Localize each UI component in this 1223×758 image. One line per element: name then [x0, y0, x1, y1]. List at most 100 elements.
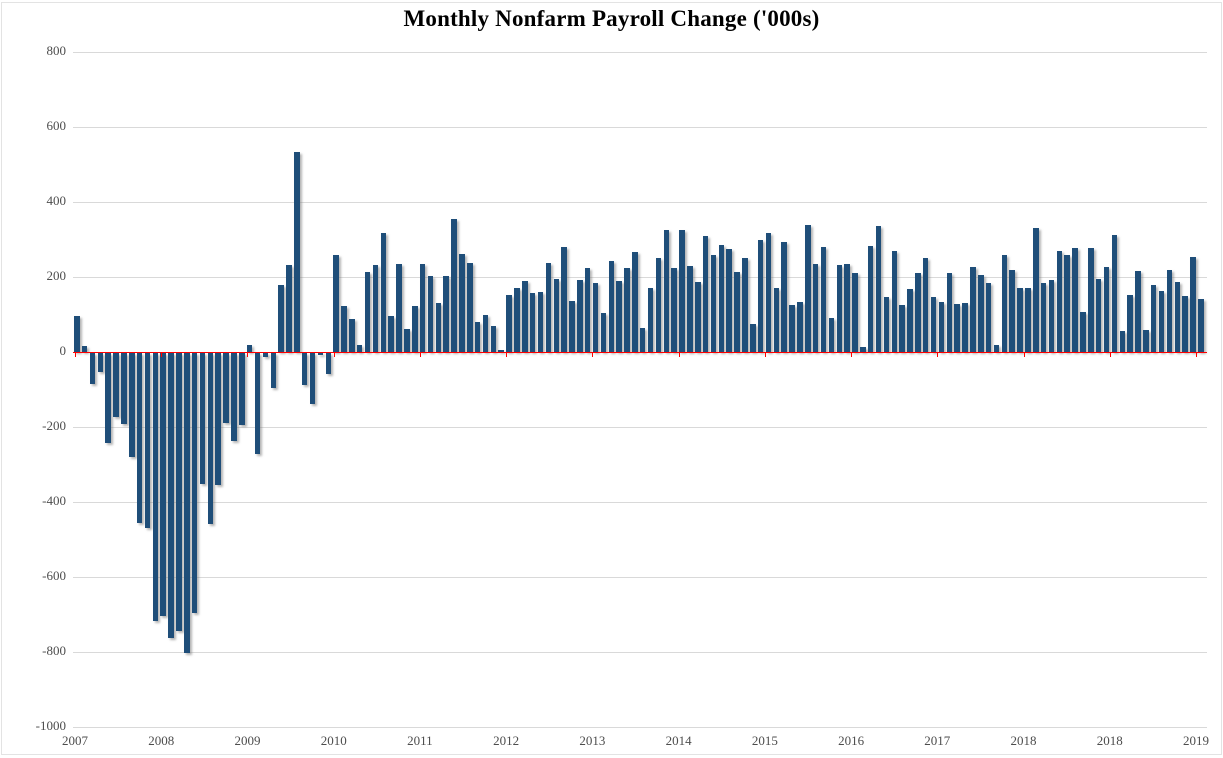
bars-layer	[74, 52, 1206, 727]
bar	[844, 263, 850, 352]
bar	[962, 302, 968, 352]
bar	[191, 353, 198, 613]
y-tick-label: 400	[46, 193, 67, 208]
bar	[270, 353, 277, 388]
bar	[427, 275, 434, 352]
gridline	[73, 202, 1207, 203]
bar	[1111, 235, 1118, 352]
bar	[498, 350, 504, 352]
bar	[812, 264, 819, 352]
bar	[81, 346, 88, 352]
bar	[1088, 248, 1094, 352]
bar	[317, 353, 324, 355]
bar	[1048, 280, 1055, 352]
bar	[467, 262, 473, 352]
bar	[168, 353, 174, 638]
bar	[993, 344, 1000, 352]
bar	[789, 305, 795, 352]
bar	[616, 280, 622, 352]
bar	[742, 258, 748, 352]
bar	[1190, 256, 1196, 352]
bar	[655, 257, 662, 352]
bar	[97, 353, 104, 372]
bar	[388, 316, 394, 352]
bar	[867, 245, 874, 352]
bar	[207, 353, 214, 524]
bar	[805, 224, 811, 352]
x-tick-label: 2016	[838, 733, 865, 748]
zero-axis-year-tick	[333, 352, 335, 357]
bar	[1040, 283, 1047, 352]
zero-axis-year-tick	[75, 352, 76, 357]
bar	[561, 247, 567, 352]
bar	[152, 353, 159, 622]
bar	[687, 265, 693, 352]
bar	[451, 218, 457, 352]
bar	[529, 292, 536, 352]
bar	[852, 272, 858, 352]
bar	[372, 264, 379, 352]
bar	[938, 302, 945, 352]
bar	[223, 353, 229, 423]
bar	[325, 353, 332, 375]
bar	[396, 263, 402, 352]
plot-area	[73, 52, 1207, 728]
bar	[930, 296, 937, 352]
bar	[702, 235, 709, 352]
bar	[490, 326, 497, 352]
bar	[1150, 284, 1157, 352]
bar	[985, 282, 992, 352]
y-tick-label: -800	[42, 643, 66, 658]
bar	[836, 265, 843, 352]
y-tick-label: -400	[42, 493, 66, 508]
x-tick-label: 2018	[1010, 733, 1037, 748]
bar	[899, 305, 905, 352]
bar	[514, 287, 520, 352]
bar	[765, 232, 772, 352]
bar	[176, 353, 182, 631]
x-tick-label: 2011	[407, 733, 433, 748]
bar	[679, 229, 685, 352]
zero-axis-year-tick	[1195, 352, 1197, 357]
x-tick-label: 2010	[320, 733, 347, 748]
bar	[970, 266, 976, 352]
bar	[184, 353, 190, 653]
bar	[946, 272, 953, 352]
bar	[726, 248, 732, 352]
x-tick-label: 2008	[148, 733, 175, 748]
bar	[364, 272, 371, 352]
bar	[718, 245, 725, 352]
bar	[380, 232, 387, 352]
x-tick-label: 2018	[1096, 733, 1123, 748]
bar	[1182, 296, 1188, 352]
bar	[333, 254, 339, 352]
bar	[1009, 269, 1015, 352]
bar	[734, 271, 740, 352]
zero-axis-year-tick	[1023, 352, 1025, 357]
bar	[278, 284, 284, 352]
bar	[710, 254, 717, 352]
gridline	[73, 127, 1207, 128]
bar	[254, 353, 261, 454]
bar	[545, 262, 552, 352]
bar	[231, 353, 237, 441]
bar	[1198, 299, 1204, 352]
bar	[1064, 254, 1070, 352]
bar	[1166, 269, 1173, 352]
bar	[144, 353, 151, 528]
bar	[1072, 247, 1078, 352]
bar	[860, 346, 866, 352]
bar	[262, 353, 269, 357]
bar	[474, 321, 481, 352]
x-tick-label: 2019	[1182, 733, 1209, 748]
bar	[199, 353, 206, 484]
y-tick-label: 0	[59, 343, 67, 358]
zero-axis-year-tick	[592, 352, 594, 357]
bar	[286, 265, 292, 352]
bar	[1119, 331, 1125, 352]
bar	[1135, 271, 1141, 352]
bar	[412, 305, 418, 352]
bar	[443, 275, 449, 352]
x-tick-label: 2009	[234, 733, 261, 748]
